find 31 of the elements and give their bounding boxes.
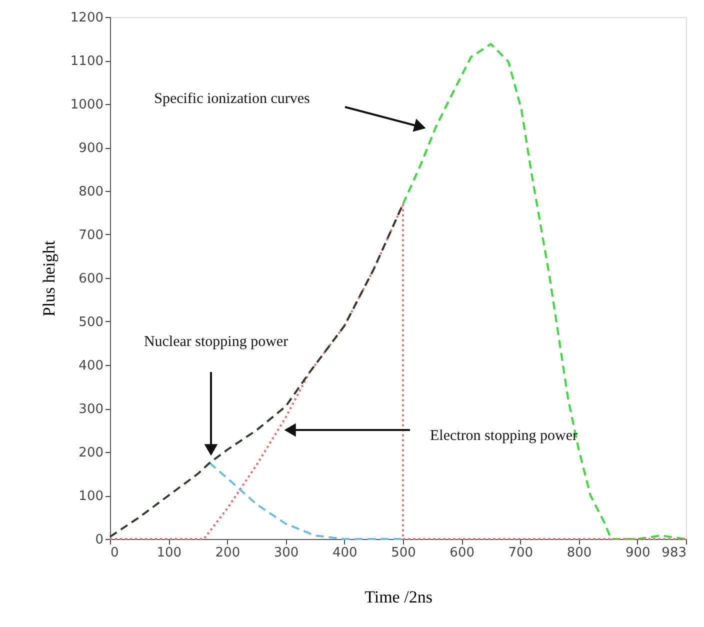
annotation: Nuclear stopping power [144,334,288,350]
x-tick-label: 983 [662,546,686,560]
y-tick-label: 800 [78,184,104,200]
x-tick-label: 500 [391,546,416,560]
y-tick-label: 0 [95,532,104,548]
y-tick-label: 1000 [70,98,104,112]
y-axis-title: Plus height [39,240,58,317]
annotation: Electron stopping power [430,428,578,444]
annotation: Specific ionization curves [154,91,310,107]
line-series [208,462,404,540]
x-axis-title: Time /2ns [364,588,432,606]
x-tick-label: 0 [110,546,119,560]
x-tick-label: 900 [625,546,650,560]
x-tick-label: 700 [508,546,534,560]
y-tick-label: 200 [78,446,104,460]
y-tick-label: 700 [78,228,104,243]
x-tick-label: 100 [156,546,182,560]
y-tick-label: 300 [78,402,104,417]
x-tick-label: 800 [566,546,592,560]
y-tick-label: 1100 [70,54,104,69]
x-tick-label: 400 [332,546,358,560]
y-tick-label: 1200 [70,10,104,26]
y-tick-label: 500 [78,315,104,330]
x-tick-label: 200 [215,546,240,560]
y-tick-label: 600 [78,272,104,286]
y-tick-label: 400 [78,358,104,374]
line-series [402,42,687,540]
y-tick-label: 100 [78,489,104,504]
x-tick-label: 300 [274,546,299,560]
x-tick-label: 600 [450,546,474,560]
y-tick-label: 900 [78,141,104,156]
